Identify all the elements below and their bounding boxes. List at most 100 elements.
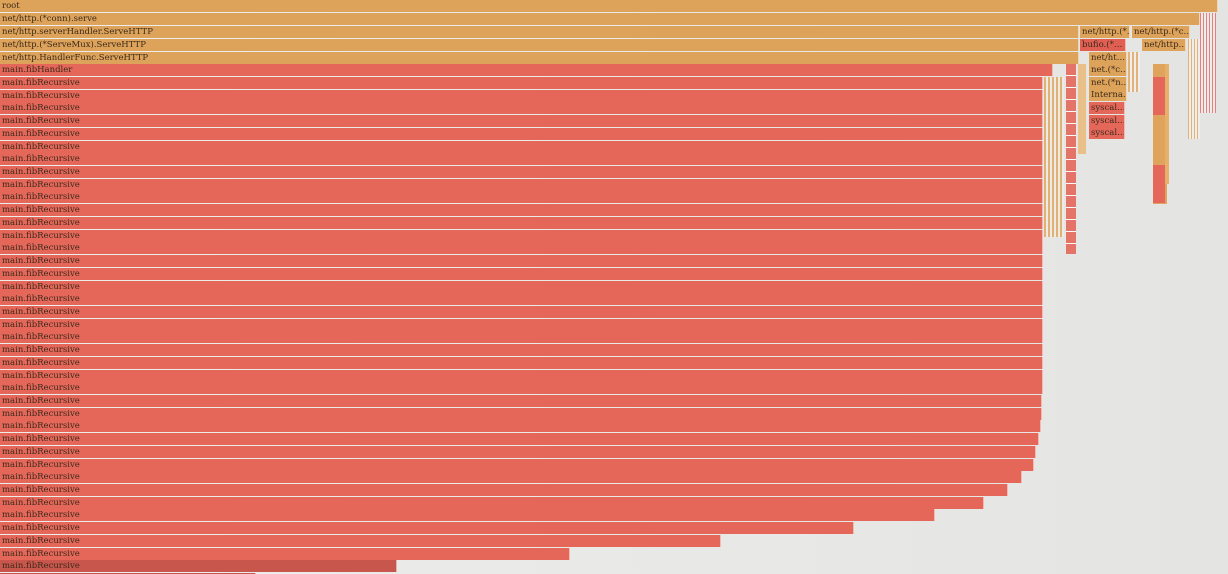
frame-net-http-c[interactable]: net/http…: [1142, 39, 1186, 51]
frame-label: net.(*c…: [1091, 65, 1127, 75]
frame-label: main.fibRecursive: [2, 447, 80, 457]
frame-label: main.fibRecursive: [2, 371, 80, 381]
frame-label: main.fibRecursive: [2, 307, 80, 317]
frame-label: main.fibRecursive: [2, 549, 80, 559]
frame-net-http-a[interactable]: net/http.(*…: [1080, 26, 1130, 38]
frame-fib-recursive[interactable]: main.fibRecursive: [0, 230, 1043, 242]
frame-syscall-1[interactable]: syscal…: [1089, 102, 1125, 114]
frame-fib-recursive[interactable]: main.fibRecursive: [0, 191, 1043, 203]
frame-label: main.fibRecursive: [2, 345, 80, 355]
frame-fib-recursive[interactable]: main.fibRecursive: [0, 395, 1042, 407]
frame-syscall-2[interactable]: syscal…: [1089, 115, 1125, 127]
frame-label: main.fibRecursive: [2, 294, 80, 304]
frame-fib-recursive[interactable]: main.fibRecursive: [0, 484, 1008, 496]
frame-label: main.fibRecursive: [2, 205, 80, 215]
frame-fib-recursive[interactable]: main.fibRecursive: [0, 357, 1043, 369]
frame-fib-recursive[interactable]: main.fibRecursive: [0, 408, 1042, 420]
frame-net-n[interactable]: net.(*n…: [1089, 77, 1127, 89]
frame-label: net/http.HandlerFunc.ServeHTTP: [2, 53, 149, 63]
frame-fib-recursive[interactable]: main.fibRecursive: [0, 509, 935, 521]
frame-label: main.fibRecursive: [2, 129, 80, 139]
frame-fib-recursive[interactable]: main.fibRecursive: [0, 306, 1043, 318]
frame-label: main.fibRecursive: [2, 332, 80, 342]
frame-fib-recursive[interactable]: main.fibRecursive: [0, 471, 1022, 483]
frame-fib-recursive[interactable]: main.fibRecursive: [0, 268, 1043, 280]
frame-fib-recursive[interactable]: main.fibRecursive: [0, 115, 1043, 127]
frame-label: main.fibRecursive: [2, 269, 80, 279]
frame-label: main.fibRecursive: [2, 358, 80, 368]
frame-serve-mux[interactable]: net/http.(*ServeMux).ServeHTTP: [0, 39, 1079, 51]
frame-fib-recursive[interactable]: main.fibRecursive: [0, 560, 397, 572]
frame-label: main.fibRecursive: [2, 523, 80, 533]
frame-bufio[interactable]: bufio.(*…: [1080, 39, 1126, 51]
frame-fib-recursive[interactable]: main.fibRecursive: [0, 433, 1039, 445]
frame-fib-recursive[interactable]: main.fibRecursive: [0, 459, 1034, 471]
frame-fib-recursive[interactable]: main.fibRecursive: [0, 497, 984, 509]
frame-sliver: [1188, 39, 1200, 139]
frame-label: main.fibRecursive: [2, 561, 80, 571]
frame-net-http-b[interactable]: net/http.(*c…: [1132, 26, 1190, 38]
frame-fib-handler[interactable]: main.fibHandler: [0, 64, 1053, 76]
frame-label: net/ht…: [1091, 53, 1126, 63]
frame-fib-recursive[interactable]: main.fibRecursive: [0, 344, 1043, 356]
frame-fib-recursive[interactable]: main.fibRecursive: [0, 242, 1043, 254]
frame-fib-recursive[interactable]: main.fibRecursive: [0, 255, 1043, 267]
frame-net-c[interactable]: net.(*c…: [1089, 64, 1127, 76]
frame-sliver: [1200, 13, 1216, 113]
frame-fib-recursive[interactable]: main.fibRecursive: [0, 166, 1043, 178]
frame-label: net/http.(*ServeMux).ServeHTTP: [2, 40, 146, 50]
frame-label: main.fibRecursive: [2, 485, 80, 495]
frame-fib-recursive[interactable]: main.fibRecursive: [0, 179, 1043, 191]
frame-conn-serve[interactable]: net/http.(*conn).serve: [0, 13, 1200, 25]
frame-fib-recursive[interactable]: main.fibRecursive: [0, 548, 570, 560]
frame-sliver: [1128, 52, 1140, 92]
frame-sliver: [1153, 165, 1165, 203]
frame-fib-recursive[interactable]: main.fibRecursive: [0, 382, 1043, 394]
frame-label: main.fibRecursive: [2, 434, 80, 444]
frame-label: net/http…: [1144, 40, 1186, 50]
frame-label: main.fibRecursive: [2, 409, 80, 419]
frame-syscall-3[interactable]: syscal…: [1089, 127, 1125, 139]
frame-fib-recursive[interactable]: main.fibRecursive: [0, 420, 1041, 432]
frame-label: main.fibRecursive: [2, 472, 80, 482]
frame-fib-recursive[interactable]: main.fibRecursive: [0, 446, 1036, 458]
frame-fib-recursive[interactable]: main.fibRecursive: [0, 204, 1043, 216]
frame-fib-recursive[interactable]: main.fibRecursive: [0, 128, 1043, 140]
frame-label: main.fibRecursive: [2, 154, 80, 164]
frame-label: main.fibRecursive: [2, 192, 80, 202]
frame-fib-recursive[interactable]: main.fibRecursive: [0, 281, 1043, 293]
frame-label: main.fibRecursive: [2, 103, 80, 113]
frame-label: main.fibRecursive: [2, 510, 80, 520]
frame-label: main.fibRecursive: [2, 282, 80, 292]
frame-fib-recursive[interactable]: main.fibRecursive: [0, 522, 854, 534]
frame-fib-recursive[interactable]: main.fibRecursive: [0, 535, 721, 547]
frame-root[interactable]: root: [0, 0, 1218, 12]
frame-label: main.fibRecursive: [2, 460, 80, 470]
frame-label: net/http.(*…: [1082, 27, 1130, 37]
frame-interna[interactable]: Interna…: [1089, 89, 1127, 101]
frame-server-handler[interactable]: net/http.serverHandler.ServeHTTP: [0, 26, 1079, 38]
frame-fib-recursive[interactable]: main.fibRecursive: [0, 293, 1043, 305]
frame-fib-recursive[interactable]: main.fibRecursive: [0, 102, 1043, 114]
frame-net-ht[interactable]: net/ht…: [1089, 52, 1127, 64]
frame-label: main.fibRecursive: [2, 498, 80, 508]
frame-fib-recursive[interactable]: main.fibRecursive: [0, 141, 1043, 153]
frame-sliver: [1044, 77, 1064, 237]
frame-fib-recursive[interactable]: main.fibRecursive: [0, 217, 1043, 229]
frame-label: main.fibRecursive: [2, 142, 80, 152]
frame-fib-recursive[interactable]: main.fibRecursive: [0, 331, 1043, 343]
frame-label: main.fibRecursive: [2, 536, 80, 546]
frame-fib-recursive[interactable]: main.fibRecursive: [0, 319, 1043, 331]
frame-fib-recursive[interactable]: main.fibRecursive: [0, 153, 1043, 165]
frame-handler-func[interactable]: net/http.HandlerFunc.ServeHTTP: [0, 52, 1079, 64]
frame-fib-recursive[interactable]: main.fibRecursive: [0, 77, 1043, 89]
frame-sliver: [1078, 64, 1086, 154]
frame-label: main.fibRecursive: [2, 256, 80, 266]
frame-fib-recursive[interactable]: main.fibRecursive: [0, 90, 1043, 102]
frame-fib-recursive[interactable]: main.fibRecursive: [0, 370, 1043, 382]
frame-label: root: [2, 1, 20, 11]
frame-sliver: [1153, 77, 1167, 115]
frame-label: main.fibRecursive: [2, 396, 80, 406]
frame-label: main.fibRecursive: [2, 218, 80, 228]
